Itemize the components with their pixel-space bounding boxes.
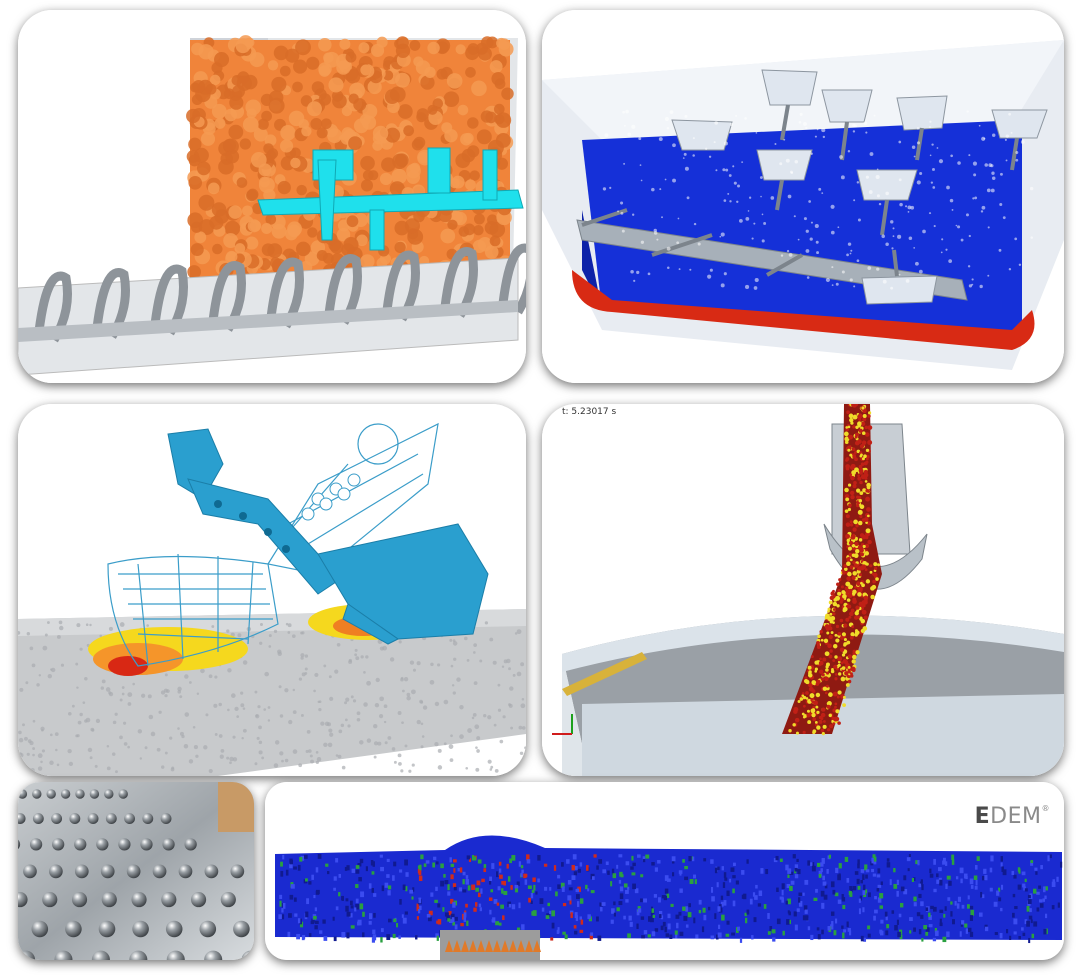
stud-plate-scene [18,782,254,960]
particle-bed-simulation: EDEM® [265,782,1064,960]
chute-scene [542,404,1064,776]
mixer-scene [542,10,1064,383]
hopper-screw-conveyor-simulation [18,10,526,383]
bucket-scene [18,404,526,776]
edem-logo: EDEM® [974,804,1050,829]
hopper-scene [18,10,526,383]
chute-transfer-simulation: t: 5.23017 s [542,404,1064,776]
paddle-mixer-simulation [542,10,1064,383]
particle-bed-scene [265,782,1064,960]
stud-plate-photo [18,782,254,960]
simulation-timestamp: t: 5.23017 s [562,407,617,417]
excavator-bucket-simulation [18,404,526,776]
